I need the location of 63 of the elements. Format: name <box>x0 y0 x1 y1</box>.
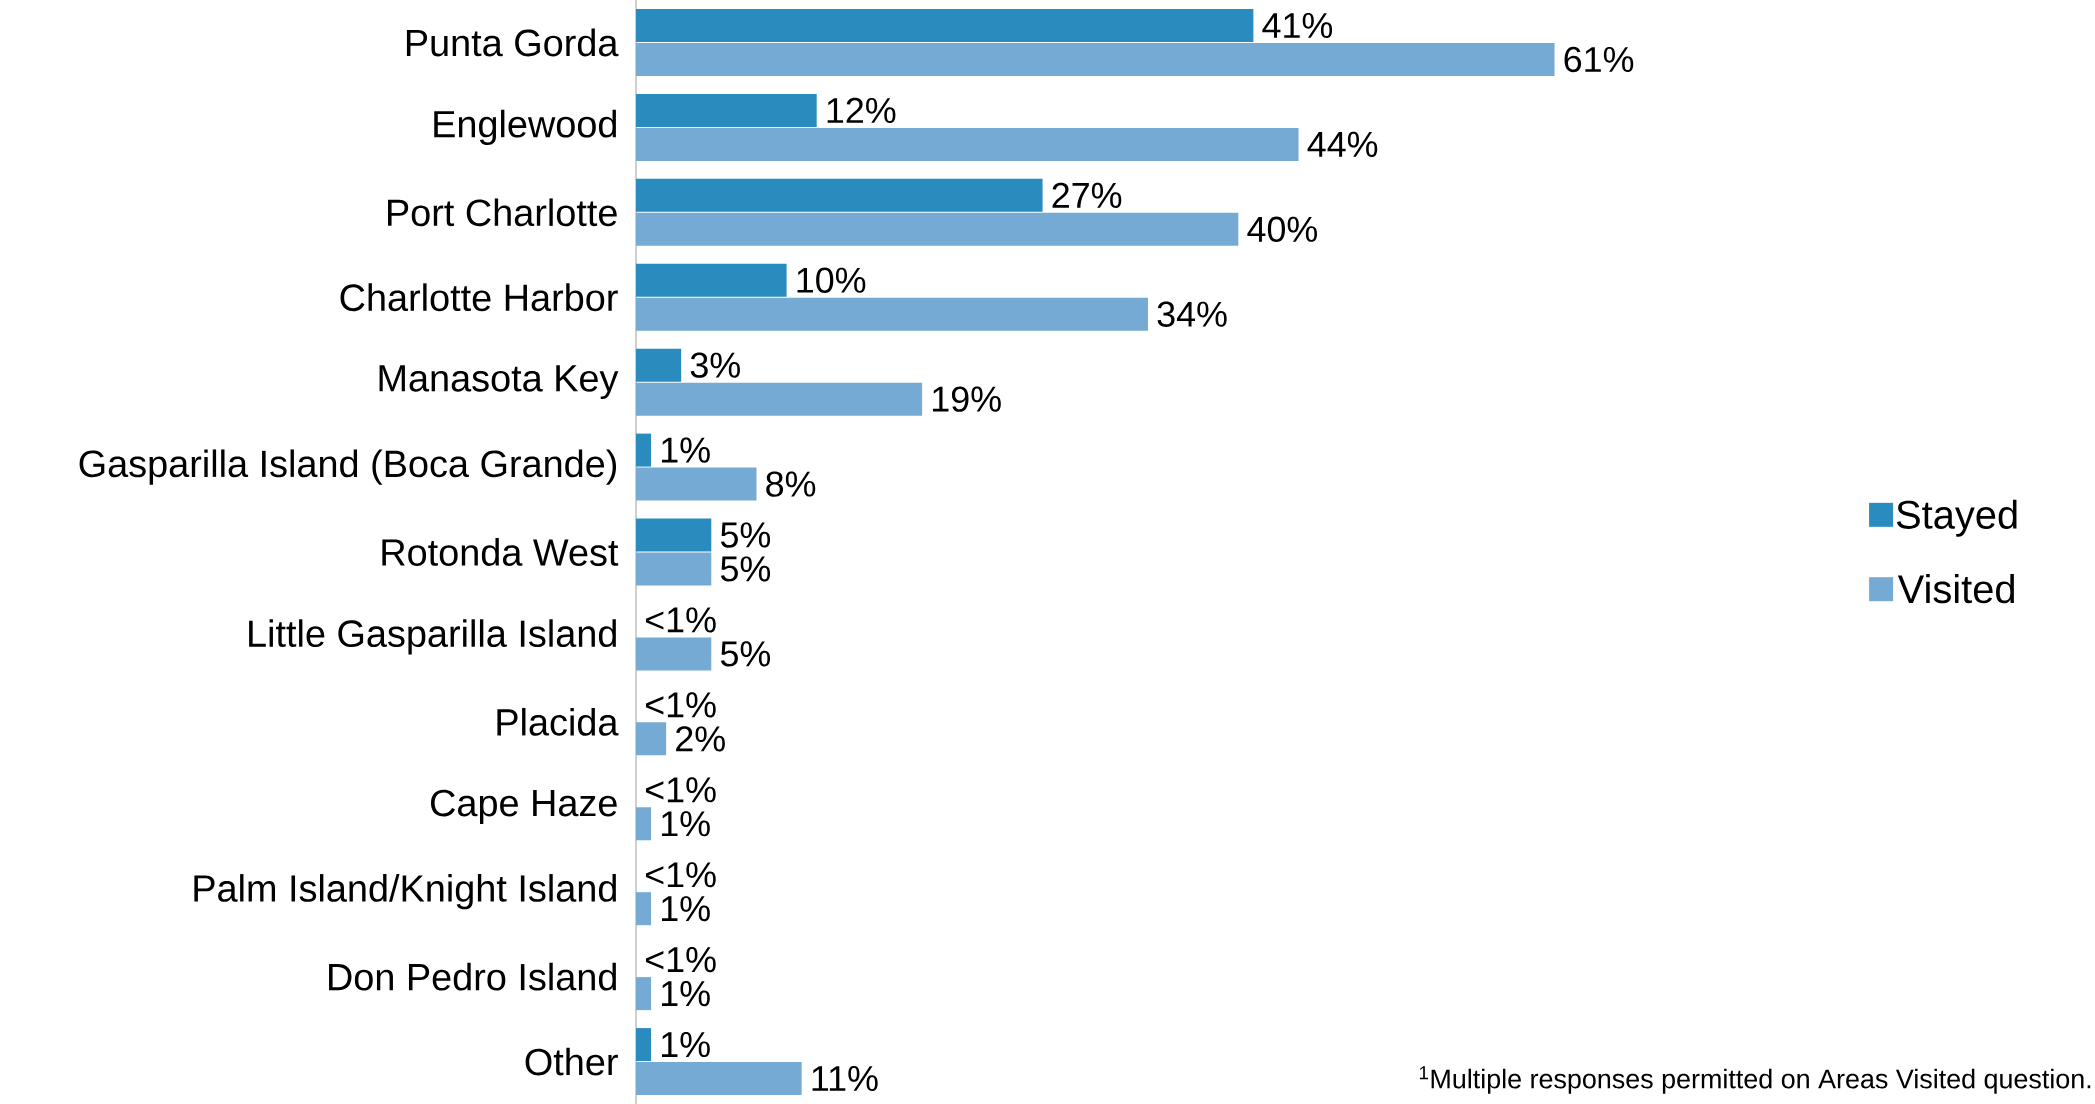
y-tick-label: Manasota Key <box>379 365 619 400</box>
y-tick-label: Charlotte Harbor <box>340 283 618 312</box>
bar <box>636 348 682 382</box>
y-tick-label: Englewood <box>434 109 616 146</box>
data-label: 12% <box>827 97 896 124</box>
bar <box>636 212 1239 246</box>
data-label: 1% <box>662 1032 710 1058</box>
data-label: <1% <box>645 947 716 973</box>
bar <box>636 382 923 416</box>
data-label: 34% <box>1157 301 1227 327</box>
bar <box>636 127 1299 161</box>
data-label: 61% <box>1564 46 1634 73</box>
y-tick-label: Don Pedro Island <box>329 962 616 991</box>
y-tick-label: Little Gasparilla Island <box>249 619 616 655</box>
y-tick-label: Cape Haze <box>431 789 617 824</box>
data-label: <1% <box>645 777 716 803</box>
y-tick-label: Other <box>525 1047 618 1076</box>
bar <box>636 1062 802 1096</box>
data-label: <1% <box>645 607 716 633</box>
data-label: 19% <box>933 386 1001 412</box>
y-tick-label: Rotonda West <box>382 538 619 566</box>
y-tick-label: Placida <box>497 707 619 736</box>
data-label: 8% <box>766 471 816 497</box>
bar <box>636 93 817 127</box>
bar <box>636 722 667 756</box>
bar <box>636 977 652 1011</box>
annotation: $^{1}$Multiple responses permitted on Areas Visited question. <box>1419 1066 2091 1094</box>
y-tick-label: Gasparilla Island (Boca Grande) <box>79 449 617 485</box>
data-label: 3% <box>690 352 740 378</box>
bar <box>636 433 652 467</box>
data-label: 27% <box>1052 182 1122 208</box>
data-label: 2% <box>676 726 725 752</box>
legend-label: Visited <box>1897 574 2014 604</box>
y-tick-label: Port Charlotte <box>388 198 617 227</box>
bar <box>636 892 652 926</box>
data-label: 44% <box>1307 131 1378 157</box>
data-label: 1% <box>662 896 710 922</box>
bar <box>636 518 712 552</box>
bar <box>636 42 1555 76</box>
bar <box>636 552 712 586</box>
data-label: 5% <box>720 641 771 667</box>
bar <box>636 263 787 297</box>
bar <box>636 178 1043 212</box>
data-label: <1% <box>645 692 716 718</box>
bar <box>636 8 1254 42</box>
data-label: 1% <box>662 437 710 463</box>
data-label: 41% <box>1262 12 1333 39</box>
bar <box>636 297 1148 331</box>
data-label: 10% <box>797 267 866 293</box>
legend-label: Stayed <box>1896 499 2017 537</box>
bar <box>636 1028 652 1062</box>
data-label: 11% <box>812 1066 878 1092</box>
data-label: <1% <box>645 862 716 888</box>
data-label: 1% <box>662 981 710 1007</box>
data-label: 40% <box>1247 216 1318 242</box>
bar <box>636 637 712 671</box>
y-tick-label: Palm Island/Knight Island <box>194 874 616 910</box>
bar <box>636 807 652 841</box>
data-label: 5% <box>720 556 771 582</box>
data-label: 1% <box>662 811 710 837</box>
data-label: 5% <box>720 522 771 548</box>
bar <box>636 467 757 501</box>
y-tick-label: Punta Gorda <box>406 28 619 57</box>
